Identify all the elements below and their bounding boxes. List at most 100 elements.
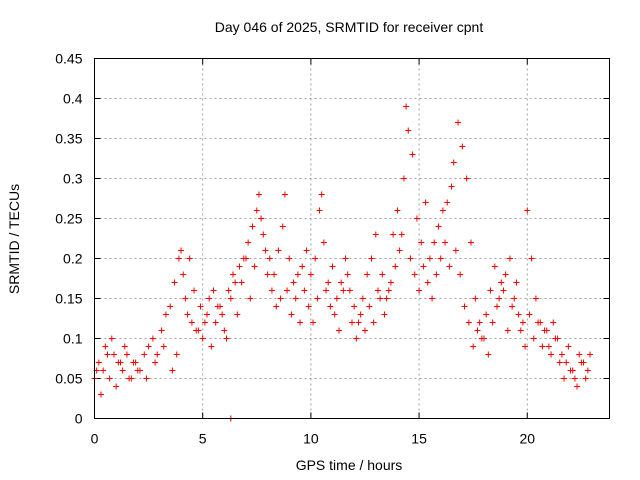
data-point xyxy=(372,231,379,238)
data-point xyxy=(234,311,241,318)
data-point xyxy=(496,295,503,302)
data-point xyxy=(530,335,537,342)
data-point xyxy=(558,351,565,358)
data-point xyxy=(528,255,535,262)
data-point xyxy=(416,287,423,294)
data-point xyxy=(465,319,472,326)
data-point xyxy=(184,311,191,318)
data-point xyxy=(396,247,403,254)
data-point xyxy=(288,311,295,318)
data-point xyxy=(413,215,420,222)
data-point xyxy=(178,247,185,254)
data-point xyxy=(478,335,485,342)
data-point xyxy=(286,255,293,262)
data-point xyxy=(152,359,159,366)
data-point xyxy=(162,311,169,318)
x-axis-ticks: 0 5 10 15 20 xyxy=(91,58,535,447)
data-point xyxy=(102,343,109,350)
data-point xyxy=(431,239,438,246)
y-tick-label: 0.4 xyxy=(63,91,83,107)
data-point xyxy=(349,319,355,326)
data-point xyxy=(121,343,128,350)
data-point xyxy=(273,303,280,310)
data-point xyxy=(169,367,176,374)
data-point xyxy=(314,295,321,302)
data-point xyxy=(563,359,570,366)
data-point xyxy=(186,255,193,262)
data-point xyxy=(325,279,332,286)
data-point xyxy=(411,271,418,278)
data-point xyxy=(145,343,152,350)
data-point xyxy=(134,367,141,374)
data-point xyxy=(130,359,137,366)
data-point xyxy=(206,295,213,302)
data-point xyxy=(251,263,258,270)
data-point xyxy=(506,255,513,262)
data-point xyxy=(204,311,211,318)
data-point xyxy=(154,351,161,358)
data-point xyxy=(461,303,468,310)
data-point xyxy=(191,287,198,294)
data-point xyxy=(543,327,550,334)
data-point xyxy=(383,295,390,302)
data-point xyxy=(435,223,442,230)
data-point xyxy=(323,287,330,294)
data-point xyxy=(292,295,299,302)
data-point xyxy=(353,335,360,342)
y-tick-label: 0 xyxy=(75,411,83,427)
data-point xyxy=(550,319,557,326)
data-point xyxy=(452,247,459,254)
data-point xyxy=(275,247,282,254)
y-tick-label: 0.1 xyxy=(63,331,83,347)
data-point xyxy=(236,263,243,270)
data-point xyxy=(327,303,334,310)
data-point xyxy=(310,319,317,326)
data-point xyxy=(253,207,260,214)
y-tick-label: 0.15 xyxy=(55,291,82,307)
data-point xyxy=(113,383,120,390)
data-point xyxy=(379,271,386,278)
data-point xyxy=(277,295,284,302)
data-point xyxy=(342,255,349,262)
data-point xyxy=(587,351,594,358)
data-point xyxy=(301,287,308,294)
data-point xyxy=(468,239,475,246)
data-point xyxy=(219,311,226,318)
data-point xyxy=(426,255,433,262)
chart-title: Day 046 of 2025, SRMTID for receiver cpn… xyxy=(215,19,484,35)
data-point xyxy=(331,311,338,318)
data-point xyxy=(511,295,518,302)
data-point xyxy=(271,271,278,278)
data-point xyxy=(110,351,117,358)
data-point xyxy=(504,327,511,334)
data-point xyxy=(392,263,399,270)
y-tick-label: 0.45 xyxy=(55,51,82,67)
data-point xyxy=(180,271,187,278)
data-point xyxy=(290,279,297,286)
data-point xyxy=(299,263,306,270)
data-point xyxy=(346,287,353,294)
data-point xyxy=(167,303,174,310)
data-point xyxy=(455,119,462,126)
data-point xyxy=(498,279,505,286)
data-points xyxy=(91,103,594,422)
data-point xyxy=(355,319,362,326)
x-tick-label: 5 xyxy=(199,431,207,447)
data-point xyxy=(344,271,351,278)
y-tick-label: 0.05 xyxy=(55,371,82,387)
data-point xyxy=(305,303,312,310)
data-point xyxy=(526,311,533,318)
data-point xyxy=(394,207,401,214)
data-point xyxy=(158,327,165,334)
data-point xyxy=(329,263,336,270)
data-point xyxy=(340,287,347,294)
data-point xyxy=(502,271,509,278)
data-point xyxy=(333,295,340,302)
data-point xyxy=(429,295,436,302)
data-point xyxy=(100,367,107,374)
data-point xyxy=(519,319,526,326)
data-point xyxy=(242,255,249,262)
data-point xyxy=(223,335,230,342)
data-point xyxy=(149,335,156,342)
